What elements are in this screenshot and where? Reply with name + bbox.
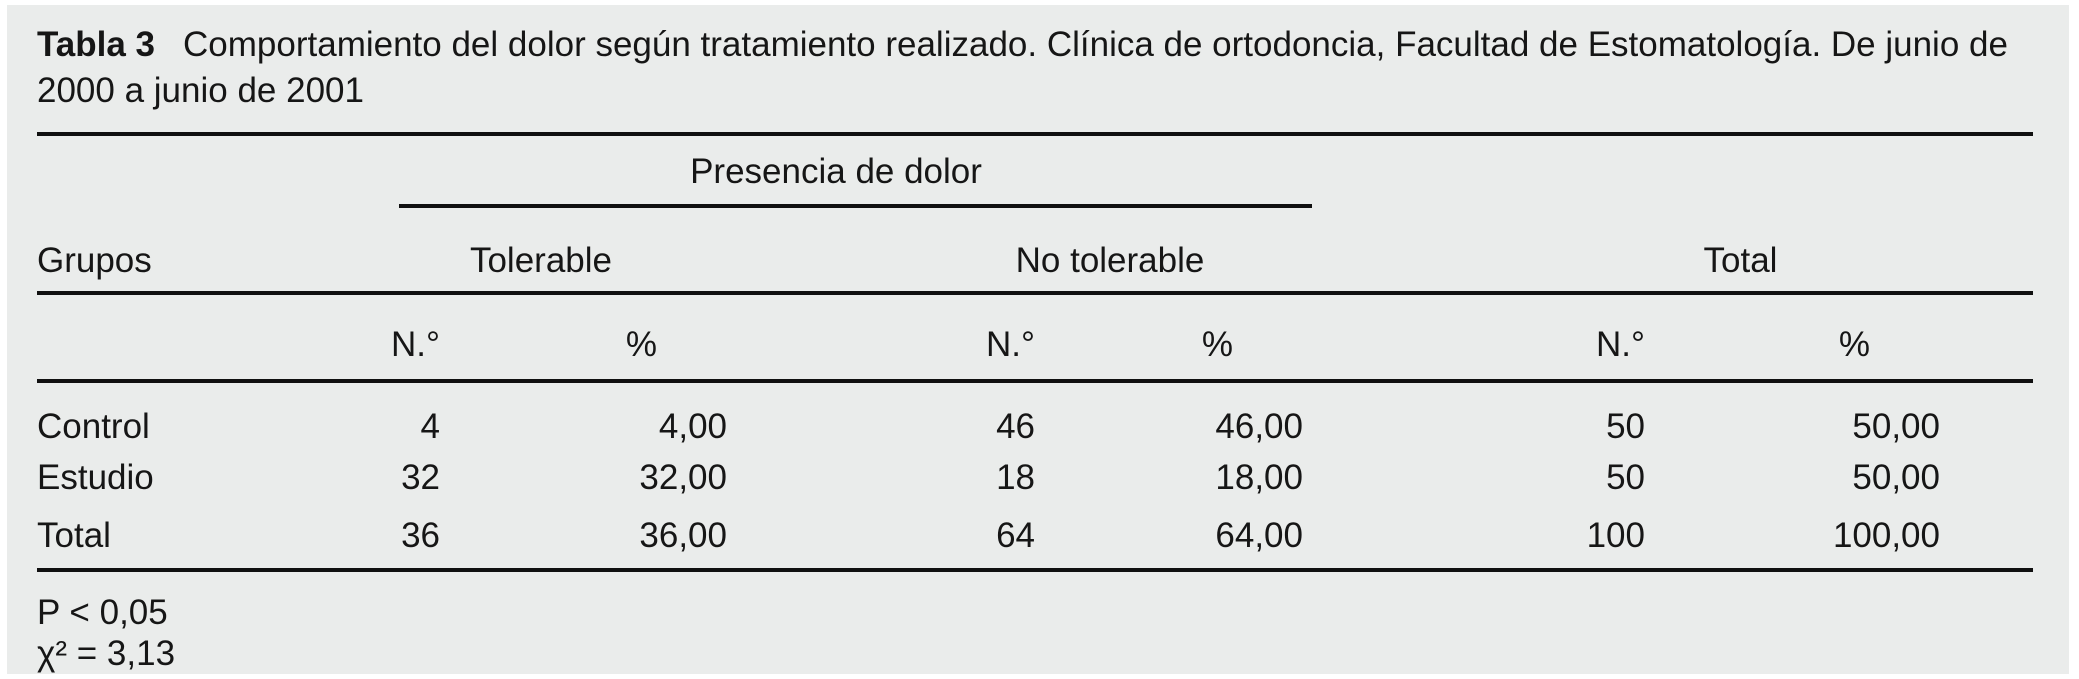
row-filler [1955, 381, 2033, 453]
presencia-de-dolor-header: Presencia de dolor [690, 152, 982, 191]
cell-estudio-no-tolerable-n: 18 [996, 458, 1035, 497]
cell-estudio-no-tolerable-pct: 18,00 [1215, 458, 1303, 497]
subheader-filler [1955, 293, 2033, 383]
cell-estudio-total-n: 50 [1606, 458, 1645, 497]
table-row-control: Control 4 4,00 46 46,00 50 50,00 [37, 381, 2033, 453]
cell-control-no-tolerable-n: 46 [996, 407, 1035, 446]
row-filler [1955, 453, 2033, 504]
table-panel: Tabla 3 Comportamiento del dolor según tr… [7, 5, 2069, 679]
spanner-cell: Presencia de dolor [270, 132, 1318, 208]
cell-estudio-total-pct: 50,00 [1852, 458, 1940, 497]
column-group-total: Total [1318, 208, 1955, 295]
subheader-n-total: N.° [1318, 293, 1660, 383]
cell-estudio-tolerable-n: 32 [401, 458, 440, 497]
subheader-pct-tolerable: % [455, 293, 742, 383]
table-number-label: Tabla 3 [37, 25, 156, 64]
column-header-grupos: Grupos [37, 208, 270, 295]
spanner-spacer-right [1318, 132, 2033, 208]
group-header-filler [1955, 208, 2033, 295]
cell-control-no-tolerable-pct: 46,00 [1215, 407, 1303, 446]
spanner-spacer-left [37, 132, 270, 208]
column-group-no-tolerable: No tolerable [742, 208, 1318, 295]
cell-total-total-pct: 100,00 [1660, 504, 1955, 572]
spanner-row: Presencia de dolor [37, 132, 2033, 208]
row-label: Control [37, 407, 150, 446]
footnote-p-value: P < 0,05 [37, 593, 168, 632]
subheader-n-tolerable: N.° [270, 293, 455, 383]
group-header-row: Grupos Tolerable No tolerable Total [37, 208, 2033, 295]
cell-total-no-tolerable-pct: 64,00 [1050, 504, 1318, 572]
row-label: Estudio [37, 458, 154, 497]
subheader-spacer [37, 293, 270, 383]
data-table: Presencia de dolor Grupos Tolerable No t… [37, 132, 2033, 572]
table-footnotes: P < 0,05 χ² = 3,13 1 gl [37, 592, 2069, 679]
cell-total-tolerable-pct: 36,00 [455, 504, 742, 572]
cell-total-no-tolerable-n: 64 [742, 504, 1050, 572]
subheader-n-no-tolerable: N.° [742, 293, 1050, 383]
cell-total-total-n: 100 [1318, 504, 1660, 572]
subheader-pct-total: % [1660, 293, 1955, 383]
presencia-underline-rule [399, 204, 1312, 208]
cell-control-total-n: 50 [1606, 407, 1645, 446]
footnote-chi-square: χ² = 3,13 [37, 634, 176, 673]
cell-estudio-tolerable-pct: 32,00 [639, 458, 727, 497]
column-group-tolerable: Tolerable [270, 208, 742, 295]
table-row-total: Total 36 36,00 64 64,00 100 100,00 [37, 504, 2033, 572]
table-row-estudio: Estudio 32 32,00 18 18,00 50 50,00 [37, 453, 2033, 504]
cell-control-tolerable-n: 4 [420, 407, 440, 446]
row-filler [1955, 504, 2033, 572]
cell-control-tolerable-pct: 4,00 [658, 407, 727, 446]
cell-control-total-pct: 50,00 [1852, 407, 1940, 446]
table-caption: Tabla 3 Comportamiento del dolor según tr… [37, 22, 2037, 114]
subheader-pct-no-tolerable: % [1050, 293, 1318, 383]
cell-total-tolerable-n: 36 [270, 504, 455, 572]
subheader-row: N.° % N.° % N.° % [37, 293, 2033, 383]
table-title-text: Comportamiento del dolor según tratamien… [37, 25, 2008, 110]
footnote-degrees-of-freedom: 1 gl [37, 674, 2069, 679]
row-label: Total [37, 504, 270, 572]
